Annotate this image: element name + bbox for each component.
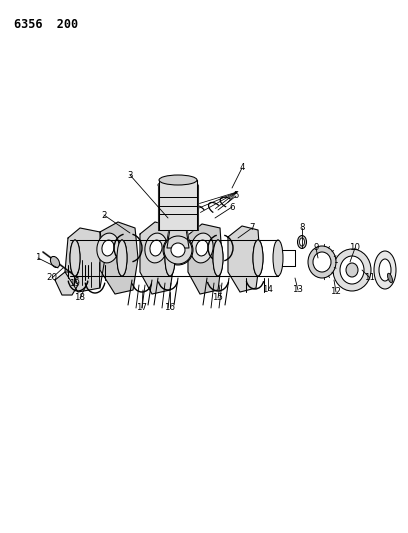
Text: 4: 4 [239,164,245,173]
Ellipse shape [171,243,185,257]
Text: 7: 7 [249,223,255,232]
Text: 10: 10 [350,244,361,253]
Ellipse shape [313,252,331,272]
Ellipse shape [213,240,223,276]
Ellipse shape [117,240,127,276]
Polygon shape [167,222,189,248]
Ellipse shape [170,242,186,258]
Ellipse shape [145,233,167,263]
Ellipse shape [70,240,80,276]
Polygon shape [140,222,175,294]
Text: 13: 13 [293,286,304,295]
Ellipse shape [117,240,127,276]
Text: 1: 1 [35,254,41,262]
Polygon shape [188,224,222,294]
Ellipse shape [388,273,392,282]
Ellipse shape [70,240,80,276]
Text: 14: 14 [262,286,273,295]
Polygon shape [55,272,78,295]
Ellipse shape [102,240,114,256]
Text: 5: 5 [233,191,239,200]
Ellipse shape [374,251,396,289]
Ellipse shape [253,240,263,276]
Ellipse shape [333,249,371,291]
Text: 17: 17 [137,303,148,312]
Ellipse shape [299,238,304,246]
Ellipse shape [346,263,358,277]
Ellipse shape [191,233,213,263]
Ellipse shape [253,240,263,276]
Ellipse shape [165,240,175,276]
Polygon shape [100,222,138,294]
Text: 2: 2 [101,211,107,220]
Ellipse shape [173,219,183,225]
Ellipse shape [97,233,119,263]
Text: 19: 19 [69,279,80,288]
Ellipse shape [340,256,364,284]
Polygon shape [228,226,260,292]
Ellipse shape [196,240,208,256]
Ellipse shape [150,240,162,256]
Text: 16: 16 [164,303,175,312]
Polygon shape [159,180,197,230]
Ellipse shape [159,175,197,185]
Polygon shape [158,185,198,230]
Text: 20: 20 [47,273,58,282]
Ellipse shape [379,259,391,281]
Text: 6356  200: 6356 200 [14,18,78,31]
Ellipse shape [163,235,193,265]
Ellipse shape [297,236,306,248]
Ellipse shape [158,180,198,190]
Ellipse shape [167,217,189,227]
Text: 11: 11 [364,273,375,282]
Ellipse shape [273,240,283,276]
Text: 15: 15 [213,294,224,303]
Text: 8: 8 [299,223,305,232]
Polygon shape [166,222,190,248]
Text: 18: 18 [75,294,86,303]
Ellipse shape [308,246,336,278]
Ellipse shape [51,256,60,268]
Ellipse shape [165,240,175,276]
Polygon shape [65,228,105,292]
Ellipse shape [276,250,280,266]
Text: 3: 3 [127,171,133,180]
Text: 9: 9 [313,244,319,253]
Text: 12: 12 [330,287,341,296]
Ellipse shape [213,240,223,276]
Ellipse shape [164,236,192,264]
Text: 6: 6 [229,203,235,212]
